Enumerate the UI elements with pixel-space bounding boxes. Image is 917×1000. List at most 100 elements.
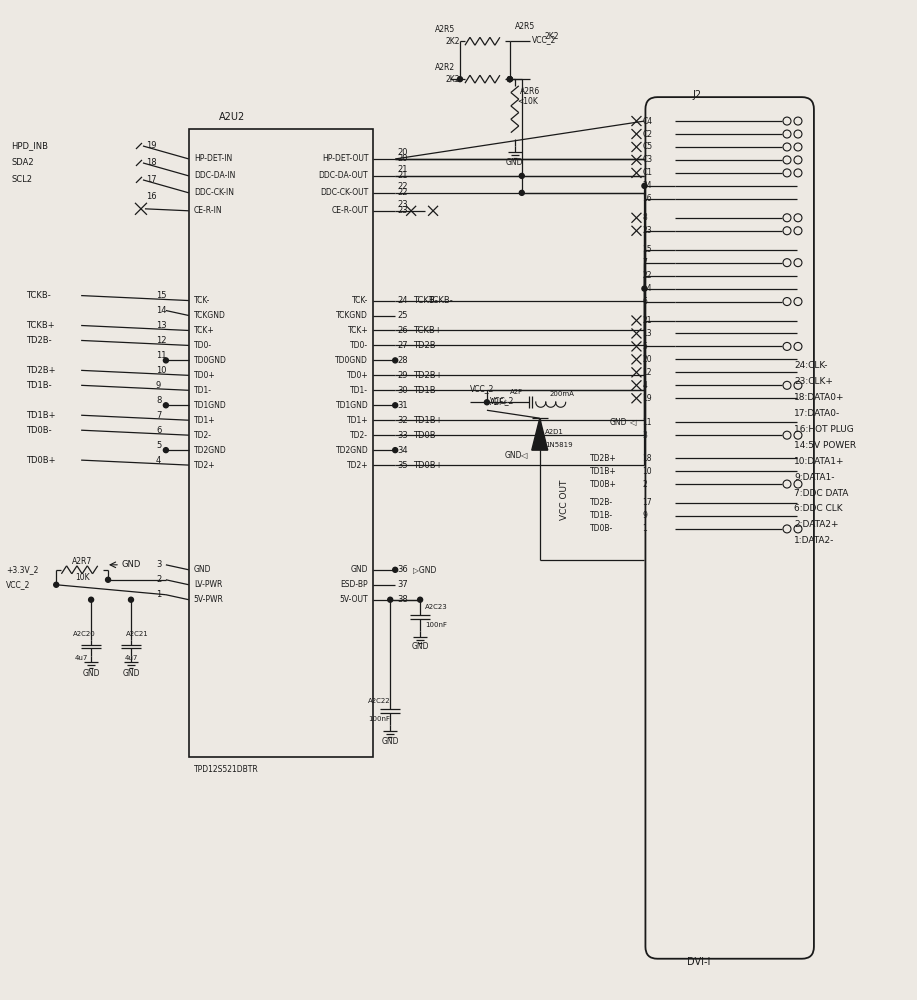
Text: 38: 38 [397, 595, 408, 604]
Polygon shape [532, 418, 547, 450]
Text: TCK+: TCK+ [348, 326, 369, 335]
Text: 16:HOT PLUG: 16:HOT PLUG [794, 425, 854, 434]
Text: TD2+: TD2+ [347, 461, 369, 470]
Text: 30: 30 [397, 386, 408, 395]
Text: 18:DATA0+: 18:DATA0+ [794, 393, 845, 402]
Text: A2R2: A2R2 [435, 63, 455, 72]
Text: ▷GND: ▷GND [414, 565, 436, 574]
Text: 3: 3 [643, 431, 647, 440]
Text: GND: GND [122, 669, 139, 678]
Text: 6: 6 [156, 426, 161, 435]
Text: TD2B+: TD2B+ [27, 366, 56, 375]
Text: 10:DATA1+: 10:DATA1+ [794, 457, 845, 466]
Text: TD1B+: TD1B+ [414, 416, 443, 425]
Text: C3: C3 [643, 155, 653, 164]
Text: TCKGND: TCKGND [193, 311, 226, 320]
Text: ◁: ◁ [520, 451, 526, 460]
Text: 3: 3 [156, 560, 161, 569]
Text: A2C20: A2C20 [73, 631, 96, 637]
Text: ◁: ◁ [629, 418, 636, 427]
Text: C1: C1 [643, 168, 652, 177]
Circle shape [388, 597, 392, 602]
Text: TD1B+: TD1B+ [590, 467, 616, 476]
Text: 10: 10 [643, 467, 652, 476]
Text: TD1B-: TD1B- [27, 381, 52, 390]
Text: TD1+: TD1+ [193, 416, 215, 425]
Text: A2C22: A2C22 [369, 698, 391, 704]
Text: GND: GND [412, 642, 429, 651]
Circle shape [458, 77, 462, 82]
Circle shape [392, 567, 398, 572]
Text: 2:DATA2+: 2:DATA2+ [794, 520, 838, 529]
Text: 20: 20 [397, 154, 408, 163]
Text: TD2B-: TD2B- [590, 498, 613, 507]
Circle shape [519, 173, 525, 178]
Text: 17: 17 [643, 498, 652, 507]
Text: 12: 12 [643, 368, 652, 377]
Text: TD2-: TD2- [193, 431, 212, 440]
Text: 5: 5 [643, 342, 647, 351]
Text: 14: 14 [156, 306, 166, 315]
Circle shape [519, 190, 525, 195]
Text: GND: GND [381, 737, 399, 746]
Text: 10: 10 [156, 366, 166, 375]
Text: 21: 21 [643, 316, 652, 325]
Text: TD1GND: TD1GND [336, 401, 369, 410]
Text: 36: 36 [397, 565, 408, 574]
Text: TD1B-: TD1B- [590, 511, 613, 520]
Text: 22: 22 [397, 182, 408, 191]
Text: 22: 22 [397, 188, 408, 197]
Text: 6: 6 [643, 297, 647, 306]
Text: 4u7: 4u7 [125, 655, 138, 661]
Text: 2K2: 2K2 [545, 32, 559, 41]
Circle shape [642, 286, 646, 291]
Text: TD0B+: TD0B+ [590, 480, 616, 489]
Text: ESD-BP: ESD-BP [340, 580, 369, 589]
Text: DVI-I: DVI-I [688, 957, 711, 967]
Text: 20: 20 [643, 355, 652, 364]
Text: TD2B-: TD2B- [27, 336, 52, 345]
Text: VCC_2: VCC_2 [490, 396, 514, 405]
Circle shape [163, 448, 169, 453]
Text: TD1-: TD1- [350, 386, 369, 395]
Text: 6:DDC CLK: 6:DDC CLK [794, 504, 843, 513]
Text: DDC-DA-IN: DDC-DA-IN [193, 171, 235, 180]
Text: HP-DET-IN: HP-DET-IN [193, 154, 232, 163]
Text: VCC OUT: VCC OUT [560, 480, 569, 520]
Circle shape [163, 403, 169, 408]
Text: TD0B+: TD0B+ [27, 456, 56, 465]
Circle shape [392, 403, 398, 408]
Text: 24:CLK-: 24:CLK- [794, 361, 827, 370]
Text: 9: 9 [643, 511, 647, 520]
Circle shape [128, 597, 134, 602]
Text: A2F: A2F [510, 389, 523, 395]
Text: TD2-: TD2- [350, 431, 369, 440]
Circle shape [105, 577, 111, 582]
Text: 13: 13 [156, 321, 167, 330]
Text: TD0GND: TD0GND [336, 356, 369, 365]
Text: 23: 23 [397, 206, 408, 215]
Text: A2D1: A2D1 [545, 429, 564, 435]
Circle shape [507, 77, 513, 82]
Text: TCKB-: TCKB- [27, 291, 51, 300]
Text: 9: 9 [156, 381, 161, 390]
Text: 11: 11 [156, 351, 166, 360]
Text: 29: 29 [397, 371, 408, 380]
Text: 33: 33 [397, 431, 408, 440]
Text: TCKB+: TCKB+ [414, 326, 442, 335]
Text: 9:DATA1-: 9:DATA1- [794, 473, 834, 482]
Text: 28: 28 [397, 356, 408, 365]
Text: TD1GND: TD1GND [193, 401, 226, 410]
Text: HP-DET-OUT: HP-DET-OUT [322, 154, 369, 163]
Text: CE-R-OUT: CE-R-OUT [331, 206, 369, 215]
Text: VCC_2: VCC_2 [470, 384, 494, 393]
Text: 27: 27 [397, 341, 408, 350]
Text: TD2GND: TD2GND [193, 446, 226, 455]
Text: TD0+: TD0+ [347, 371, 369, 380]
Circle shape [54, 582, 59, 587]
Text: TCKB-: TCKB- [428, 296, 453, 305]
Text: TD2B+: TD2B+ [414, 371, 443, 380]
Text: A2R5: A2R5 [514, 22, 535, 31]
Text: A2C23: A2C23 [425, 604, 447, 610]
Text: 22: 22 [643, 271, 652, 280]
